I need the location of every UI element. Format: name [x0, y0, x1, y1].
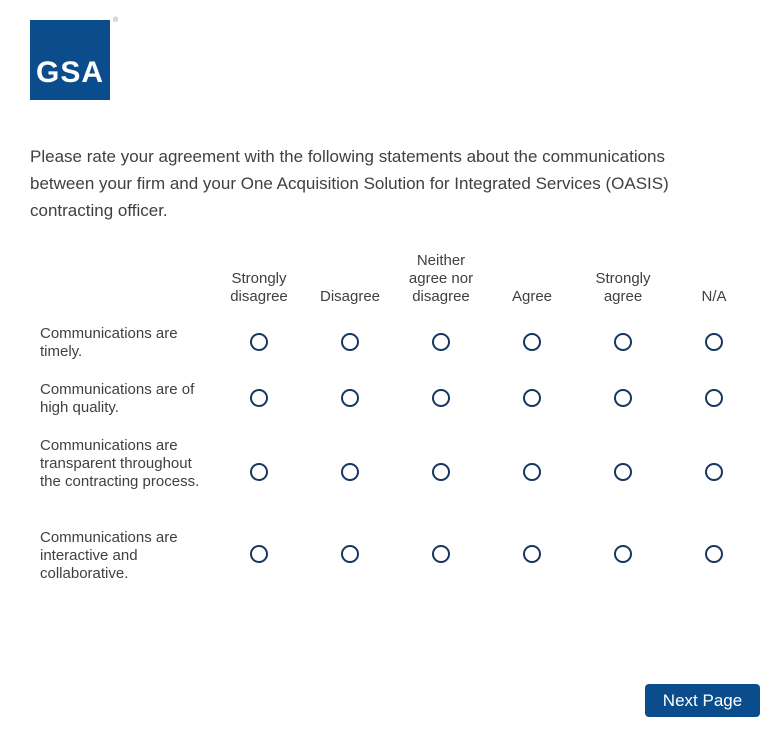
radio-button[interactable] — [250, 545, 268, 563]
registered-mark: ® — [113, 17, 119, 24]
logo-text: GSA — [35, 56, 104, 89]
radio-button[interactable] — [523, 333, 541, 351]
radio-button[interactable] — [341, 463, 359, 481]
radio-button[interactable] — [705, 389, 723, 407]
radio-button[interactable] — [614, 463, 632, 481]
next-page-button[interactable]: Next Page — [645, 684, 760, 717]
radio-button[interactable] — [614, 545, 632, 563]
radio-button[interactable] — [250, 333, 268, 351]
statement-label: Communications are of high quality. — [40, 381, 195, 416]
radio-button[interactable] — [614, 389, 632, 407]
radio-button[interactable] — [523, 389, 541, 407]
question-text: Please rate your agreement with the foll… — [30, 147, 669, 220]
radio-button[interactable] — [705, 463, 723, 481]
radio-button[interactable] — [705, 545, 723, 563]
radio-button[interactable] — [523, 545, 541, 563]
gsa-logo: GSA — [30, 20, 110, 100]
radio-button[interactable] — [432, 545, 450, 563]
radio-button[interactable] — [341, 389, 359, 407]
radio-button[interactable] — [250, 389, 268, 407]
column-header: Strongly disagree — [230, 270, 288, 305]
radio-button[interactable] — [432, 463, 450, 481]
column-header: Neither agree nor disagree — [408, 252, 474, 305]
radio-button[interactable] — [341, 333, 359, 351]
column-header: Disagree — [319, 288, 381, 305]
column-header: Strongly agree — [595, 270, 651, 305]
radio-button[interactable] — [614, 333, 632, 351]
radio-button[interactable] — [341, 545, 359, 563]
radio-button[interactable] — [523, 463, 541, 481]
statement-label: Communications are interactive and colla… — [40, 529, 178, 582]
statement-label: Communications are timely. — [40, 325, 178, 360]
column-header: N/A — [701, 288, 727, 305]
radio-button[interactable] — [432, 333, 450, 351]
radio-button[interactable] — [705, 333, 723, 351]
radio-button[interactable] — [250, 463, 268, 481]
statement-label: Communications are transparent throughou… — [40, 437, 200, 490]
radio-button[interactable] — [432, 389, 450, 407]
column-header: Agree — [511, 288, 553, 305]
